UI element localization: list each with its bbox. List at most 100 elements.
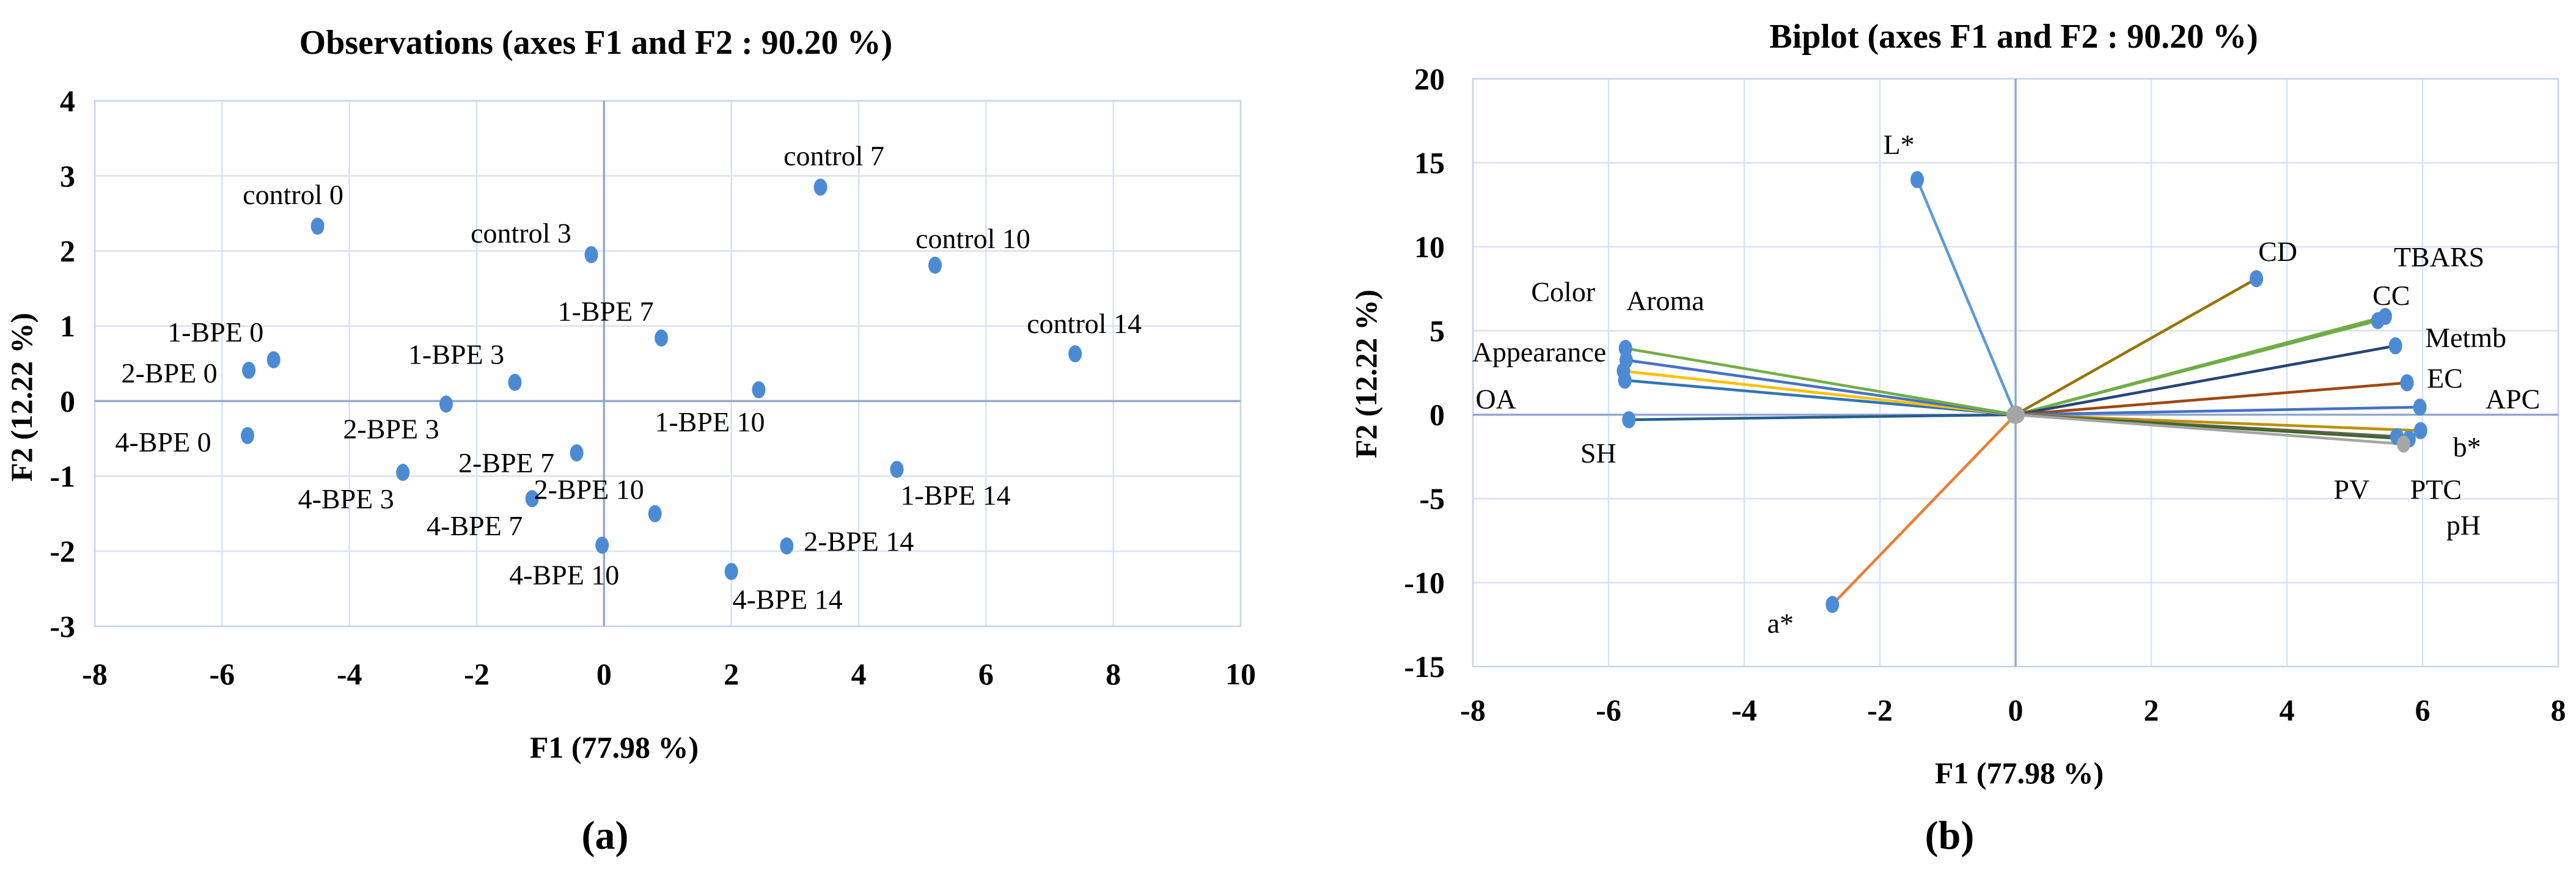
x-tick-label: -8: [1460, 693, 1486, 727]
vector-line: [2014, 406, 2421, 416]
point-label: 1-BPE 14: [900, 480, 1010, 511]
vector-endpoint: [2413, 398, 2427, 416]
vector-label: Color: [1531, 276, 1595, 307]
x-tick-label: 4: [851, 657, 867, 691]
point-label: 4-BPE 3: [298, 483, 394, 514]
vector-endpoint: [2250, 270, 2264, 288]
point-label: 2-BPE 3: [343, 413, 439, 444]
vector-endpoint: [2400, 374, 2414, 392]
vector-label: OA: [1475, 383, 1516, 414]
vector-line: [1624, 359, 2017, 416]
plot-title: Observations (axes F1 and F2 : 90.20 %): [299, 24, 893, 62]
vector-line: [1624, 346, 2017, 416]
y-tick-label: 0: [60, 384, 75, 418]
point-label: 4-BPE 0: [115, 426, 211, 458]
y-tick-label: -2: [50, 534, 75, 568]
data-point: [752, 381, 766, 398]
data-point: [508, 373, 522, 391]
point-label: 1-BPE 10: [655, 406, 765, 437]
data-point: [724, 563, 738, 580]
x-tick-label: 0: [2008, 693, 2024, 727]
x-tick-label: 2: [724, 657, 739, 691]
x-tick-label: 10: [1225, 657, 1256, 691]
vector-label: Appearance: [1472, 336, 1607, 367]
vector-line: [2014, 344, 2397, 416]
point-label: 2-BPE 10: [534, 474, 644, 505]
data-point: [595, 536, 609, 554]
x-axis-label: F1 (77.98 %): [530, 730, 699, 764]
data-point: [439, 395, 453, 413]
vector-label: PV: [2333, 474, 2369, 505]
vector-line: [2014, 277, 2258, 416]
data-point: [570, 444, 584, 462]
x-tick-label: -6: [210, 657, 235, 691]
y-tick-label: 4: [60, 84, 75, 118]
panel-b-plot: -8 -6 -4 -2 0 2 4 6 8 20 15 10 5 0 -5 -10 -15 Biplot (axe…: [1349, 18, 2566, 790]
vector-line: [1627, 413, 2017, 422]
data-point: [813, 178, 827, 196]
point-label: 2-BPE 0: [121, 357, 217, 389]
y-tick-label: 0: [1429, 398, 1445, 432]
data-point: [241, 426, 254, 444]
vector-endpoint: [2413, 422, 2427, 439]
vector-label: EC: [2427, 362, 2463, 393]
y-tick-label: 5: [1429, 313, 1445, 348]
data-point: [525, 490, 539, 508]
vector-label: Metmb: [2425, 322, 2506, 353]
data-point: [655, 329, 669, 347]
vector-label: SH: [1580, 437, 1616, 469]
point-label: 2-BPE 14: [804, 526, 914, 557]
vector-line: [1623, 379, 2017, 416]
y-tick-label: 3: [60, 159, 75, 193]
vector-label: APC: [2486, 383, 2540, 414]
y-axis-label: F2 (12.22 %): [1349, 290, 1383, 458]
x-tick-label: 6: [978, 657, 994, 691]
x-tick-label: 8: [2551, 693, 2566, 727]
vector-label: pH: [2446, 510, 2481, 541]
data-point: [310, 218, 325, 235]
x-tick-label: 0: [596, 657, 612, 691]
vector-endpoint: [1622, 411, 1636, 428]
data-point: [648, 505, 662, 522]
y-tick-label: -10: [1404, 566, 1445, 600]
vector-line: [2014, 413, 2405, 446]
point-label: 4-BPE 7: [427, 510, 523, 541]
data-point: [266, 351, 281, 368]
vector-endpoint: [2396, 435, 2410, 453]
x-tick-label: -4: [1731, 693, 1757, 727]
vector-label: CC: [2372, 280, 2410, 311]
x-tick-label: -2: [464, 657, 490, 691]
y-tick-label: -15: [1404, 649, 1445, 684]
origin-marker: [2006, 405, 2025, 424]
vector-line: [2014, 381, 2409, 416]
vector-line: [1915, 178, 2017, 416]
data-point: [890, 461, 904, 478]
y-tick-label: 15: [1414, 145, 1445, 180]
data-point: [928, 257, 942, 274]
vector-label: TBARS: [2394, 241, 2484, 273]
vector-endpoint: [2388, 337, 2402, 355]
x-axis-label: F1 (77.98 %): [1935, 756, 2104, 790]
point-label: 4-BPE 10: [509, 559, 619, 590]
point-label: 1-BPE 7: [557, 296, 653, 327]
point-label: control 0: [243, 179, 343, 210]
x-tick-label: -8: [82, 657, 108, 691]
panel-a-caption: (a): [581, 813, 629, 858]
y-tick-label: 20: [1414, 62, 1445, 96]
data-point: [584, 246, 598, 263]
x-tick-label: 6: [2415, 693, 2431, 727]
x-tick-label: 4: [2280, 693, 2295, 727]
point-label: 2-BPE 7: [458, 447, 554, 478]
point-label: control 3: [471, 218, 571, 249]
x-tick-label: 2: [2144, 693, 2159, 727]
point-label: control 10: [916, 223, 1030, 254]
point-label: 1-BPE 3: [408, 339, 504, 370]
data-point: [780, 537, 794, 555]
data-point: [1068, 345, 1082, 363]
y-tick-label: 10: [1414, 230, 1445, 264]
point-label: 1-BPE 0: [167, 316, 263, 348]
plot-title: Biplot (axes F1 and F2 : 90.20 %): [1769, 18, 2258, 56]
point-label: control 14: [1027, 308, 1142, 339]
vector-label: CD: [2258, 236, 2297, 267]
